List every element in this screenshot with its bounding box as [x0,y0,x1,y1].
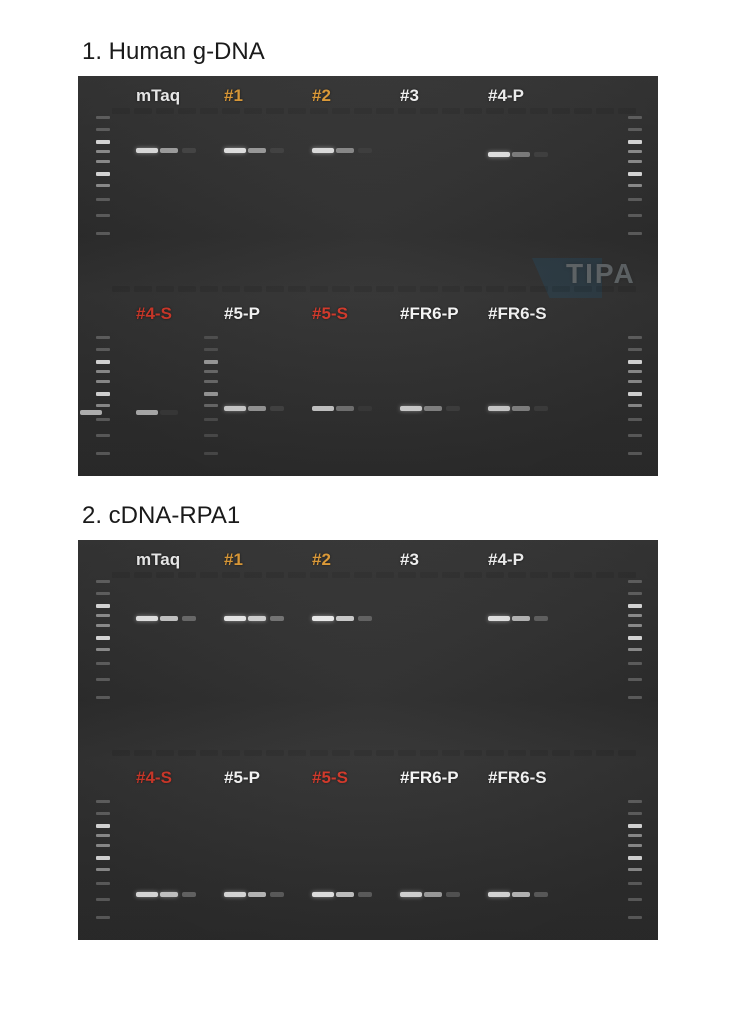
gel-band [160,410,178,415]
lane-label: mTaq [136,86,180,106]
lane-label: #5-S [312,768,348,788]
gel-band [400,892,422,897]
lane-label: #1 [224,86,243,106]
panel-2-title: 2. cDNA-RPA1 [82,502,660,530]
ladder [628,326,642,476]
gel-band [336,616,354,621]
ladder [96,570,110,720]
ladder [204,326,218,476]
ladder [96,106,110,256]
gel-band [182,892,196,897]
gel-band [160,148,178,153]
gel-band [336,406,354,411]
lane-label: #4-P [488,550,524,570]
gel-band [488,406,510,411]
gel-band [136,410,158,415]
gel-band [270,616,284,621]
gel-band [336,892,354,897]
gel-band [224,892,246,897]
gel-band [160,892,178,897]
lane-label: #FR6-S [488,768,547,788]
lane-label: #FR6-P [400,768,459,788]
lane-label: #1 [224,550,243,570]
lane-label: #2 [312,550,331,570]
gel-band [488,152,510,157]
gel-band [488,616,510,621]
gel-image-1: TIPA mTaq #1 #2 #3 #4-P #4-S #5-P #5-S #FR6-P #FR… [78,76,658,476]
gel-band [270,148,284,153]
panel-1-title: 1. Human g-DNA [82,38,660,66]
lane-label: #3 [400,550,419,570]
gel-band [248,892,266,897]
gel-band [312,406,334,411]
lane-label: #3 [400,86,419,106]
ladder [96,326,110,476]
gel-band [270,892,284,897]
lane-label: #5-P [224,304,260,324]
gel-band [160,616,178,621]
gel-band [224,406,246,411]
gel-band [136,148,158,153]
panel-1: 1. Human g-DNA TIPA mTaq #1 #2 #3 #4-P #4-S #5… [78,38,660,476]
gel-image-2: mTaq #1 #2 #3 #4-P #4-S #5-P #5-S #FR6-P #FR6-S [78,540,658,940]
gel-band [512,892,530,897]
gel-band [80,410,102,415]
gel-band [312,616,334,621]
gel-band [358,148,372,153]
ladder [628,106,642,256]
gel-band [512,152,530,157]
ladder [628,570,642,720]
lane-label: #4-S [136,768,172,788]
lane-label: #2 [312,86,331,106]
lane-label: #5-P [224,768,260,788]
lane-label: #4-S [136,304,172,324]
gel-band [136,892,158,897]
gel-band [488,892,510,897]
gel-band [446,892,460,897]
ladder [628,790,642,940]
lane-label: mTaq [136,550,180,570]
gel-band [248,148,266,153]
gel-band [358,406,372,411]
lane-label: #FR6-P [400,304,459,324]
gel-band [424,892,442,897]
gel-band [136,616,158,621]
gel-band [534,152,548,157]
gel-band [534,616,548,621]
gel-band [512,616,530,621]
gel-band [400,406,422,411]
lane-label: #4-P [488,86,524,106]
page: 1. Human g-DNA TIPA mTaq #1 #2 #3 #4-P #4-S #5… [0,0,738,980]
gel-band [224,148,246,153]
gel-band [224,616,246,621]
gel-band [182,616,196,621]
gel-band [336,148,354,153]
gel-band [534,892,548,897]
gel-band [446,406,460,411]
gel-band [248,406,266,411]
lane-label: #5-S [312,304,348,324]
gel-band [534,406,548,411]
gel-band [312,148,334,153]
gel-band [424,406,442,411]
watermark: TIPA [532,252,652,302]
gel-band [358,616,372,621]
panel-2: 2. cDNA-RPA1 mTaq #1 #2 #3 #4-P #4-S #5-P #5-S #… [78,502,660,940]
lane-label: #FR6-S [488,304,547,324]
gel-band [358,892,372,897]
gel-band [270,406,284,411]
ladder [96,790,110,940]
gel-band [312,892,334,897]
gel-band [512,406,530,411]
gel-band [182,148,196,153]
gel-band [248,616,266,621]
